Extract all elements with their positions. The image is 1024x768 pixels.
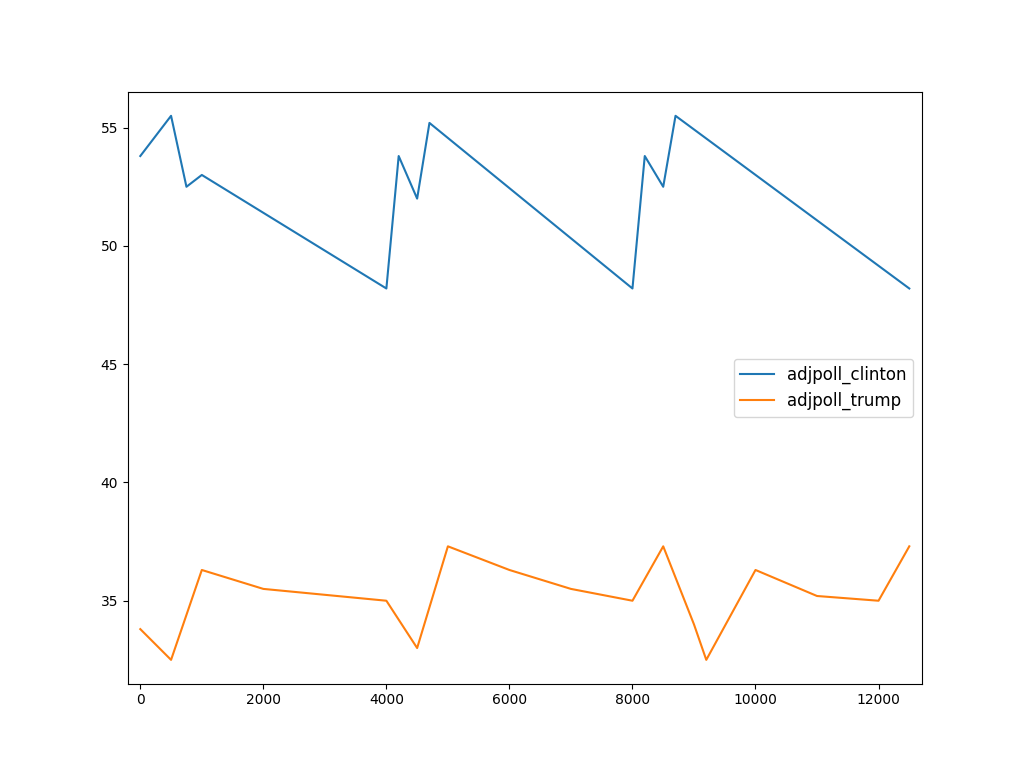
adjpoll_clinton	[903, 284, 915, 293]
adjpoll_trump	[750, 565, 762, 574]
adjpoll_clinton	[196, 170, 208, 180]
adjpoll_clinton	[392, 151, 404, 161]
adjpoll_clinton	[134, 151, 146, 161]
Line: adjpoll_clinton: adjpoll_clinton	[140, 116, 909, 289]
adjpoll_trump	[380, 596, 392, 605]
adjpoll_clinton	[627, 284, 639, 293]
adjpoll_trump	[565, 584, 578, 594]
adjpoll_clinton	[657, 182, 670, 191]
adjpoll_clinton	[670, 111, 682, 121]
adjpoll_clinton	[165, 111, 177, 121]
adjpoll_clinton	[411, 194, 423, 204]
adjpoll_trump	[657, 541, 670, 551]
Legend: adjpoll_clinton, adjpoll_trump: adjpoll_clinton, adjpoll_trump	[734, 359, 913, 417]
adjpoll_trump	[441, 541, 454, 551]
adjpoll_trump	[811, 591, 823, 601]
adjpoll_trump	[700, 655, 713, 664]
adjpoll_clinton	[639, 151, 651, 161]
adjpoll_trump	[134, 624, 146, 634]
adjpoll_clinton	[180, 182, 193, 191]
adjpoll_trump	[196, 565, 208, 574]
adjpoll_clinton	[423, 118, 435, 127]
adjpoll_trump	[257, 584, 269, 594]
adjpoll_trump	[688, 620, 700, 629]
adjpoll_trump	[411, 644, 423, 653]
adjpoll_trump	[903, 541, 915, 551]
adjpoll_trump	[872, 596, 885, 605]
adjpoll_trump	[627, 596, 639, 605]
adjpoll_clinton	[380, 284, 392, 293]
Line: adjpoll_trump: adjpoll_trump	[140, 546, 909, 660]
adjpoll_trump	[165, 655, 177, 664]
adjpoll_trump	[503, 565, 515, 574]
